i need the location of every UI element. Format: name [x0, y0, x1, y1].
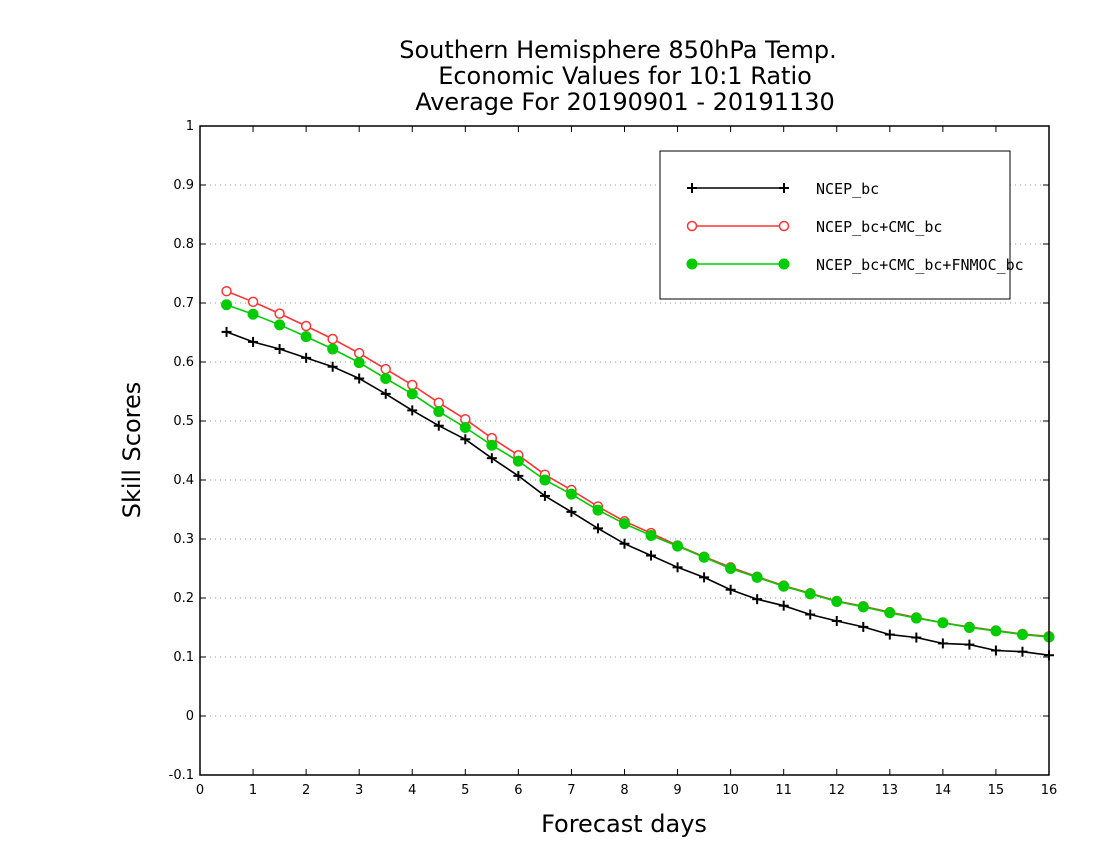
data-point	[221, 299, 233, 311]
legend-marker	[686, 258, 698, 270]
series-line	[226, 304, 1050, 638]
legend-item: NCEP_bc+CMC_bc+FNMOC_bc	[686, 256, 1024, 274]
legend-marker	[778, 220, 790, 232]
y-tick-label: 0.6	[173, 355, 194, 370]
data-point	[274, 308, 285, 319]
data-point	[672, 540, 684, 552]
series-ncep-bc-cmc-bc-fnmoc-bc	[221, 299, 1055, 643]
x-tick-label: 13	[882, 783, 899, 798]
y-tick-label: 0.8	[173, 237, 194, 252]
y-tick-label: 0.9	[173, 178, 194, 193]
chart-title: Southern Hemisphere 850hPa Temp. Economi…	[399, 36, 836, 116]
data-point	[486, 439, 498, 451]
title-line-2: Economic Values for 10:1 Ratio	[438, 62, 812, 90]
legend-label: NCEP_bc+CMC_bc	[816, 218, 942, 236]
y-axis-label: Skill Scores	[118, 382, 146, 519]
series-line	[226, 331, 1050, 656]
data-point	[963, 622, 975, 633]
x-axis-label: Forecast days	[541, 810, 707, 838]
data-point	[565, 488, 577, 500]
title-line-3: Average For 20190901 - 20191130	[415, 88, 835, 116]
data-point	[645, 529, 657, 541]
x-tick-label: 11	[775, 783, 792, 798]
data-point	[433, 406, 445, 418]
legend-label: NCEP_bc	[816, 180, 879, 198]
data-point	[1016, 629, 1028, 641]
data-point	[327, 343, 339, 355]
legend-box	[659, 150, 1011, 300]
data-point	[619, 518, 630, 530]
x-tick-label: 12	[828, 783, 845, 798]
data-point	[804, 588, 816, 600]
legend-items: NCEP_bc NCEP_bc+CMC_bc NCEP_bc+CMC_bc+FNMO…	[686, 180, 1024, 274]
axis-ticks: -0.100.10.20.30.40.50.60.70.80.910 1 2 3 4 5 6…	[169, 119, 1058, 798]
data-point	[990, 625, 1002, 637]
data-point	[433, 397, 445, 408]
data-point	[300, 320, 312, 332]
x-tick-label: 7	[567, 783, 575, 798]
x-tick-label: 3	[355, 783, 363, 798]
data-point	[353, 357, 365, 369]
data-point	[221, 285, 232, 297]
y-tick-label: 0.1	[173, 650, 194, 665]
x-tick-label: 16	[1041, 783, 1058, 798]
legend-item: NCEP_bc+CMC_bc	[686, 218, 942, 236]
legend-marker	[778, 258, 790, 270]
series-line	[226, 290, 1050, 638]
data-point	[327, 333, 338, 345]
data-point	[459, 421, 471, 433]
x-tick-label: 5	[461, 783, 469, 798]
y-tick-label: 0.7	[173, 296, 194, 311]
x-tick-label: 14	[935, 783, 952, 798]
y-tick-label: 0	[186, 709, 194, 724]
data-point	[778, 580, 790, 592]
data-point	[407, 379, 418, 391]
data-point	[274, 319, 286, 331]
x-tick-label: 2	[302, 783, 310, 798]
x-tick-label: 10	[722, 783, 739, 798]
legend: NCEP_bc NCEP_bc+CMC_bc NCEP_bc+CMC_bc+FNMO…	[659, 150, 1024, 300]
x-tick-label: 4	[408, 783, 416, 798]
x-tick-label: 0	[196, 783, 204, 798]
legend-item: NCEP_bc	[687, 180, 879, 198]
y-tick-label: 0.3	[173, 532, 194, 547]
data-point	[937, 617, 949, 629]
data-point	[592, 504, 604, 516]
y-tick-label: 0.2	[173, 591, 194, 606]
x-tick-label: 9	[673, 783, 681, 798]
x-tick-label: 6	[514, 783, 522, 798]
data-point	[406, 388, 418, 400]
series-ncep-bc	[221, 326, 1054, 661]
y-tick-label: 0.5	[173, 414, 194, 429]
series-layer	[221, 285, 1055, 661]
y-tick-label: 1	[186, 119, 194, 134]
data-point	[725, 563, 737, 574]
plot-frame	[199, 125, 1050, 776]
data-point	[539, 474, 551, 486]
data-point	[247, 308, 259, 320]
data-point	[247, 296, 259, 308]
data-point	[857, 601, 869, 613]
data-point	[751, 571, 763, 583]
x-tick-label: 15	[988, 783, 1005, 798]
data-point	[300, 331, 312, 343]
data-point	[512, 455, 524, 467]
legend-label: NCEP_bc+CMC_bc+FNMOC_bc	[816, 256, 1024, 274]
data-point	[910, 612, 922, 624]
y-tick-label: -0.1	[169, 768, 194, 783]
data-point	[380, 373, 392, 385]
data-point	[831, 596, 843, 608]
y-tick-label: 0.4	[173, 473, 194, 488]
title-line-1: Southern Hemisphere 850hPa Temp.	[399, 36, 836, 64]
data-point	[353, 347, 365, 359]
data-point	[698, 551, 710, 563]
data-point	[380, 363, 391, 375]
data-point	[884, 607, 896, 619]
legend-marker	[686, 220, 698, 232]
x-tick-label: 8	[620, 783, 628, 798]
x-tick-label: 1	[249, 783, 257, 798]
series-ncep-bc-cmc-bc	[221, 285, 1055, 642]
